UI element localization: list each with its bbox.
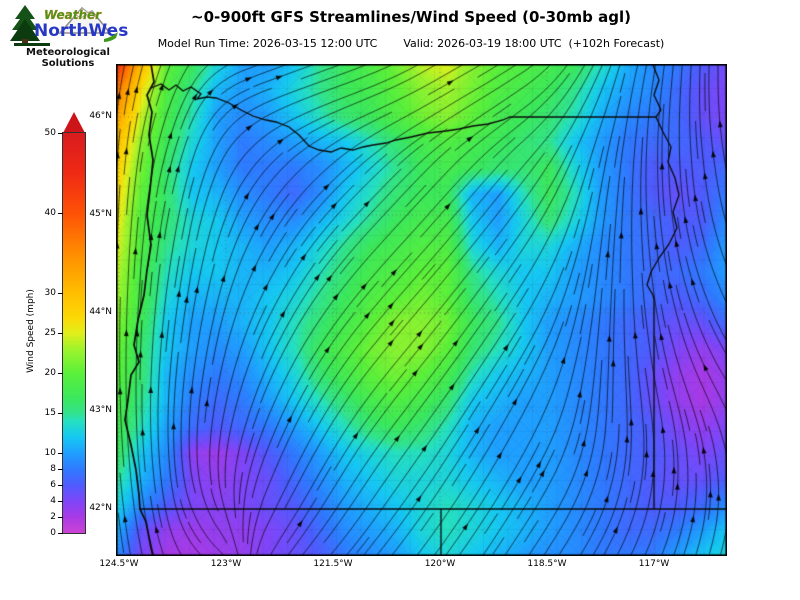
logo-tagline: Meteorological Solutions bbox=[8, 47, 128, 69]
colorbar-tick-label: 10 bbox=[44, 448, 56, 458]
mountain-snow bbox=[75, 7, 97, 19]
lon-axis-label: 118.5°W bbox=[527, 559, 567, 569]
lat-axis-label: 44°N bbox=[89, 307, 112, 317]
colorbar-over-arrow bbox=[63, 112, 85, 133]
colorbar-tick bbox=[58, 132, 63, 134]
lon-axis-label: 121.5°W bbox=[313, 559, 353, 569]
colorbar-tick-label: 40 bbox=[44, 208, 56, 218]
logo-tagline-line1: Meteorological bbox=[26, 47, 110, 58]
lat-axis-label: 45°N bbox=[89, 209, 112, 219]
colorbar-tick bbox=[58, 372, 63, 374]
lat-axis-label: 43°N bbox=[89, 405, 112, 415]
colorbar-tick-label: 2 bbox=[50, 512, 56, 522]
lon-axis-label: 117°W bbox=[638, 559, 670, 569]
subtitle: Model Run Time: 2026-03-15 12:00 UTC Val… bbox=[130, 37, 692, 50]
logo-underline bbox=[104, 32, 118, 42]
colorbar-tick-label: 30 bbox=[44, 288, 56, 298]
lon-axis-label: 123°W bbox=[210, 559, 242, 569]
colorbar-tick bbox=[58, 532, 63, 534]
colorbar-tick bbox=[58, 484, 63, 486]
logo-word-weather: Weather bbox=[44, 8, 102, 22]
lon-axis-label: 124.5°W bbox=[99, 559, 139, 569]
colorbar-tick bbox=[58, 332, 63, 334]
valid-time: Valid: 2026-03-19 18:00 UTC (+102h Forec… bbox=[403, 37, 665, 50]
colorbar-tick bbox=[58, 468, 63, 470]
lon-axis-label: 120°W bbox=[424, 559, 456, 569]
logo-image: Weather NorthWest bbox=[10, 5, 136, 46]
lat-axis-label: 46°N bbox=[89, 111, 112, 121]
colorbar-tick bbox=[58, 516, 63, 518]
colorbar-tick bbox=[58, 292, 63, 294]
page-title: ~0-900ft GFS Streamlines/Wind Speed (0-3… bbox=[191, 8, 631, 26]
wind-map-canvas bbox=[116, 64, 727, 556]
colorbar-tick-label: 6 bbox=[50, 480, 56, 490]
colorbar-tick bbox=[58, 412, 63, 414]
colorbar-tick-label: 20 bbox=[44, 368, 56, 378]
colorbar-tick-label: 25 bbox=[44, 328, 56, 338]
colorbar-tick-label: 4 bbox=[50, 496, 56, 506]
colorbar-tick bbox=[58, 500, 63, 502]
colorbar-tick-label: 8 bbox=[50, 464, 56, 474]
logo-tagline-line2: Solutions bbox=[41, 58, 95, 69]
colorbar-tick bbox=[58, 452, 63, 454]
lat-axis-label: 42°N bbox=[89, 503, 112, 513]
pine-tree-icon bbox=[10, 5, 50, 46]
logo: Weather NorthWest bbox=[8, 3, 136, 51]
colorbar-gradient bbox=[62, 132, 86, 534]
colorbar-tick-label: 15 bbox=[44, 408, 56, 418]
colorbar-tick-label: 50 bbox=[44, 128, 56, 138]
logo-word-northwest: NorthWest bbox=[34, 21, 128, 41]
colorbar-tick bbox=[58, 212, 63, 214]
colorbar-tick-label: 0 bbox=[50, 528, 56, 538]
model-run-time: Model Run Time: 2026-03-15 12:00 UTC bbox=[157, 37, 378, 50]
